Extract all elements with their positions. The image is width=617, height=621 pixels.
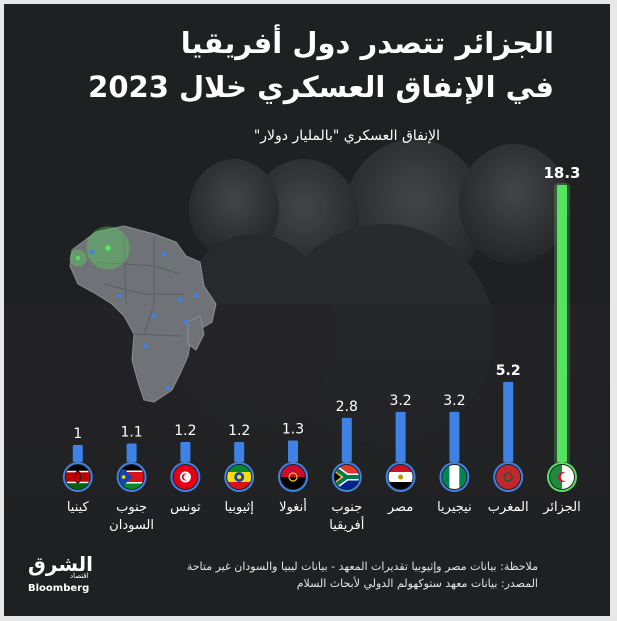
value-label: 2.8 (336, 399, 358, 415)
asharq-bloomberg-logo: الشرق اقتصاد Bloomberg (28, 552, 118, 598)
title-line-1: الجزائر تتصدر دول أفريقيا (180, 26, 554, 60)
ethiopia-flag-icon (227, 465, 252, 489)
title-line-2: في الإنفاق العسكري خلال 2023 (88, 70, 554, 104)
bar-group: 18.3 الجزائر (542, 164, 581, 515)
category-label: المغرب (488, 500, 529, 515)
bar-group: 1.2 إثيوبيا (224, 423, 255, 515)
africa-map (69, 225, 217, 403)
bar (126, 443, 137, 462)
category-label: كينيا (67, 500, 90, 515)
value-label: 3.2 (443, 393, 465, 409)
bar-group: 1 كينيا (62, 426, 93, 515)
category-label: السودان (109, 518, 154, 533)
bar-chart: 18.3 الجزائر 5.2 المغرب 3.2 نيجيريا 3.2 مصر 2.8 ج… (62, 164, 581, 533)
nigeria-flag-icon (442, 465, 467, 489)
bar-group: 1.2 تونس (170, 423, 201, 515)
value-label: 5.2 (496, 363, 521, 379)
category-label: جنوب (116, 500, 147, 515)
bar (341, 417, 352, 462)
bar (395, 411, 406, 462)
note-text: ملاحظة: بيانات مصر وإثيوبيا تقديرات المع… (186, 560, 538, 573)
logo-small-text: اقتصاد (70, 572, 89, 580)
bar-group: 3.2 مصر (385, 393, 416, 515)
south-africa-flag-icon (334, 465, 359, 489)
bar-group: 5.2 المغرب (488, 363, 529, 515)
logo-english: Bloomberg (28, 583, 90, 594)
category-label: مصر (387, 500, 413, 515)
bar-group: 1.1 جنوب السودان (109, 424, 154, 533)
source-text: المصدر: بيانات معهد ستوكهولم الدولي لأبح… (296, 577, 538, 590)
algeria-flag-icon (550, 465, 574, 489)
value-label: 1.3 (282, 421, 304, 437)
value-label: 1 (73, 426, 82, 442)
angola-flag-icon (281, 465, 305, 489)
bar-group: 1.3 أنغولا (278, 421, 308, 515)
bar (288, 440, 298, 462)
bar (557, 185, 567, 462)
egypt-flag-icon (388, 465, 413, 489)
map-country-dots (89, 249, 199, 391)
value-label: 1.2 (174, 423, 196, 439)
bar (449, 411, 460, 462)
tunisia-flag-icon (173, 465, 198, 489)
category-label: جنوب (331, 500, 362, 515)
bar (234, 441, 245, 462)
morocco-flag-icon (496, 465, 521, 489)
bar (503, 381, 514, 462)
value-label: 3.2 (389, 393, 411, 409)
chart-subtitle: الإنفاق العسكري "بالمليار دولار" (253, 128, 440, 144)
value-label: 1.2 (228, 423, 250, 439)
value-label: 18.3 (543, 164, 580, 182)
category-label: نيجيريا (437, 500, 472, 515)
category-label: تونس (170, 500, 201, 515)
bar (72, 444, 83, 462)
infographic-card: الجزائر تتصدر دول أفريقيا في الإنفاق الع… (4, 4, 610, 616)
bar (180, 441, 191, 462)
logo-arabic: الشرق (28, 552, 94, 576)
category-label: أفريقيا (329, 516, 364, 533)
category-label: الجزائر (542, 500, 581, 515)
value-label: 1.1 (120, 424, 142, 440)
category-label: أنغولا (279, 498, 307, 515)
kenya-flag-icon (65, 465, 90, 489)
category-label: إثيوبيا (225, 500, 254, 515)
bar-group: 3.2 نيجيريا (437, 393, 472, 515)
